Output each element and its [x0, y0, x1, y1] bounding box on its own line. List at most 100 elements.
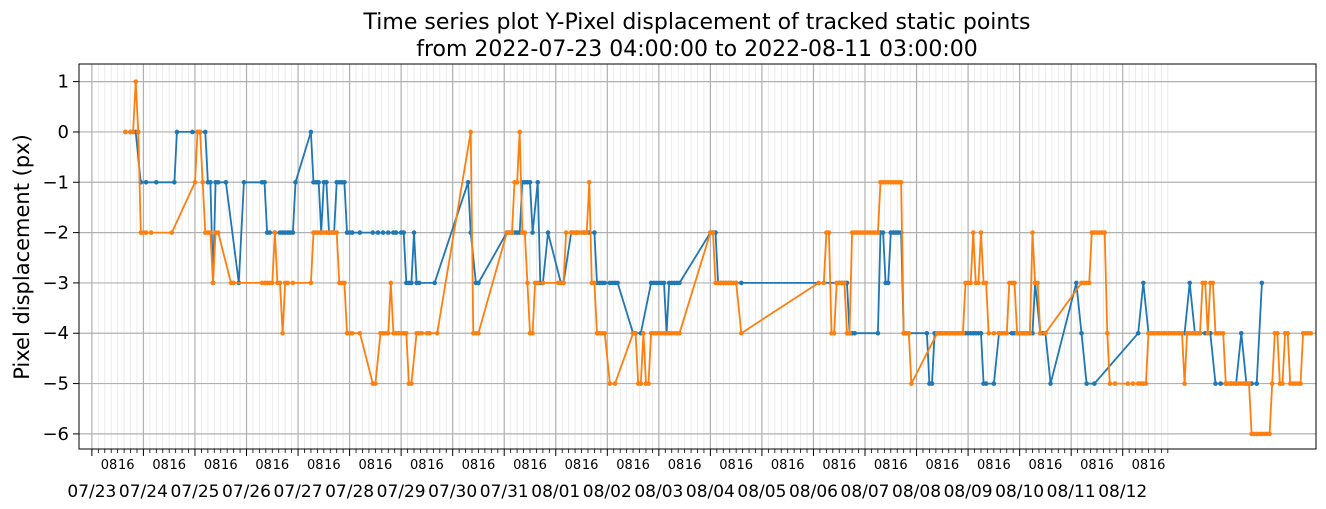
x-date-label: 08/07 — [841, 482, 890, 502]
series-2-point — [991, 330, 997, 336]
series-2-point — [169, 230, 175, 235]
x-date-label: 08/09 — [944, 482, 993, 502]
series-2-point — [978, 230, 984, 235]
series-1-point — [385, 230, 391, 235]
series-2-point — [388, 280, 394, 286]
x-date-label: 08/10 — [995, 482, 1044, 502]
series-2-point — [133, 79, 138, 84]
series-2-point — [584, 230, 589, 235]
series-1-point — [739, 280, 744, 286]
x-hour-label: 16 — [891, 458, 908, 473]
series-2-point — [135, 129, 141, 135]
series-1-point — [416, 280, 422, 286]
x-hour-label: 08 — [101, 458, 118, 473]
series-2-point — [210, 280, 216, 286]
series-2-point — [1308, 330, 1314, 336]
x-hour-label: 08 — [1080, 458, 1097, 473]
series-1-point — [1259, 280, 1265, 286]
series-2-point — [1102, 230, 1107, 235]
series-2-point — [192, 179, 198, 185]
x-hour-label: 08 — [307, 458, 324, 473]
series-2-point — [816, 280, 821, 286]
series-2-point — [1182, 381, 1187, 386]
series-2-point — [1210, 280, 1216, 286]
series-2-point — [1275, 330, 1280, 336]
series-1-point — [1048, 381, 1053, 386]
x-date-label: 08/05 — [737, 482, 786, 502]
series-1-point — [924, 330, 930, 336]
series-2-point — [514, 179, 520, 185]
x-date-label: 07/26 — [222, 482, 271, 502]
series-2-point — [898, 179, 904, 185]
series-1-point — [880, 230, 886, 235]
series-1-point — [401, 230, 407, 235]
series-1-point — [409, 280, 414, 286]
series-2-point — [143, 230, 149, 235]
series-1-point — [677, 280, 682, 286]
x-date-label: 08/04 — [686, 482, 735, 502]
series-2-point — [476, 330, 481, 336]
series-2-point — [1298, 381, 1303, 386]
x-hour-label: 08 — [1029, 458, 1046, 473]
x-date-label: 07/30 — [428, 482, 477, 502]
series-2-point — [349, 330, 355, 336]
series-2-point — [308, 280, 314, 286]
series-2-point — [1202, 280, 1208, 286]
x-hour-label: 08 — [874, 458, 891, 473]
series-2-point — [586, 179, 592, 185]
series-2-point — [231, 280, 236, 286]
series-2-point — [373, 381, 378, 386]
series-2-point — [733, 280, 739, 286]
series-2-point — [739, 330, 744, 336]
series-2-point — [677, 330, 682, 336]
x-hour-label: 08 — [359, 458, 376, 473]
series-2-point — [130, 129, 136, 135]
y-tick-label: −4 — [42, 323, 69, 344]
x-hour-label: 08 — [977, 458, 994, 473]
series-2-point — [960, 330, 966, 336]
series-2-point — [1004, 330, 1010, 336]
x-hour-label: 16 — [427, 458, 444, 473]
series-1-point — [357, 230, 363, 235]
series-2-point — [272, 230, 278, 235]
series-2-point — [1267, 431, 1272, 437]
series-1-point — [262, 179, 267, 185]
series-1-point — [476, 280, 481, 286]
series-2-point — [970, 230, 976, 235]
series-2-point — [197, 129, 203, 135]
series-1-line — [125, 130, 1263, 385]
series-1-point — [241, 179, 247, 185]
series-1-point — [991, 381, 997, 386]
x-hour-label: 08 — [668, 458, 685, 473]
x-hour-label: 08 — [152, 458, 169, 473]
series-2-point — [540, 280, 546, 286]
series-1-point — [535, 179, 541, 185]
series-2-point — [509, 230, 515, 235]
series-1-point — [530, 230, 535, 235]
series-1-point — [1254, 381, 1260, 386]
x-hour-label: 08 — [410, 458, 427, 473]
series-2-point — [522, 230, 528, 235]
y-axis-label: Pixel displacement (px) — [10, 134, 34, 380]
x-hour-label: 16 — [1046, 458, 1063, 473]
series-2-point — [821, 280, 827, 286]
x-hour-label: 16 — [685, 458, 702, 473]
x-hour-label: 16 — [582, 458, 599, 473]
x-hour-label: 08 — [255, 458, 272, 473]
x-date-label: 07/31 — [480, 482, 529, 502]
series-1-point — [308, 129, 314, 135]
series-1-point — [208, 179, 213, 185]
series-2-point — [847, 330, 852, 336]
series-2-point — [403, 330, 409, 336]
x-date-label: 08/11 — [1047, 482, 1096, 502]
series-1-point — [1079, 330, 1084, 336]
x-hour-label: 16 — [788, 458, 805, 473]
series-1-point — [1213, 381, 1218, 386]
series-1-point — [1218, 381, 1223, 386]
series-2-point — [123, 129, 128, 135]
x-date-label: 08/08 — [892, 482, 941, 502]
series-1-point — [190, 129, 195, 135]
series-2-point — [419, 330, 425, 336]
x-hour-label: 16 — [943, 458, 960, 473]
